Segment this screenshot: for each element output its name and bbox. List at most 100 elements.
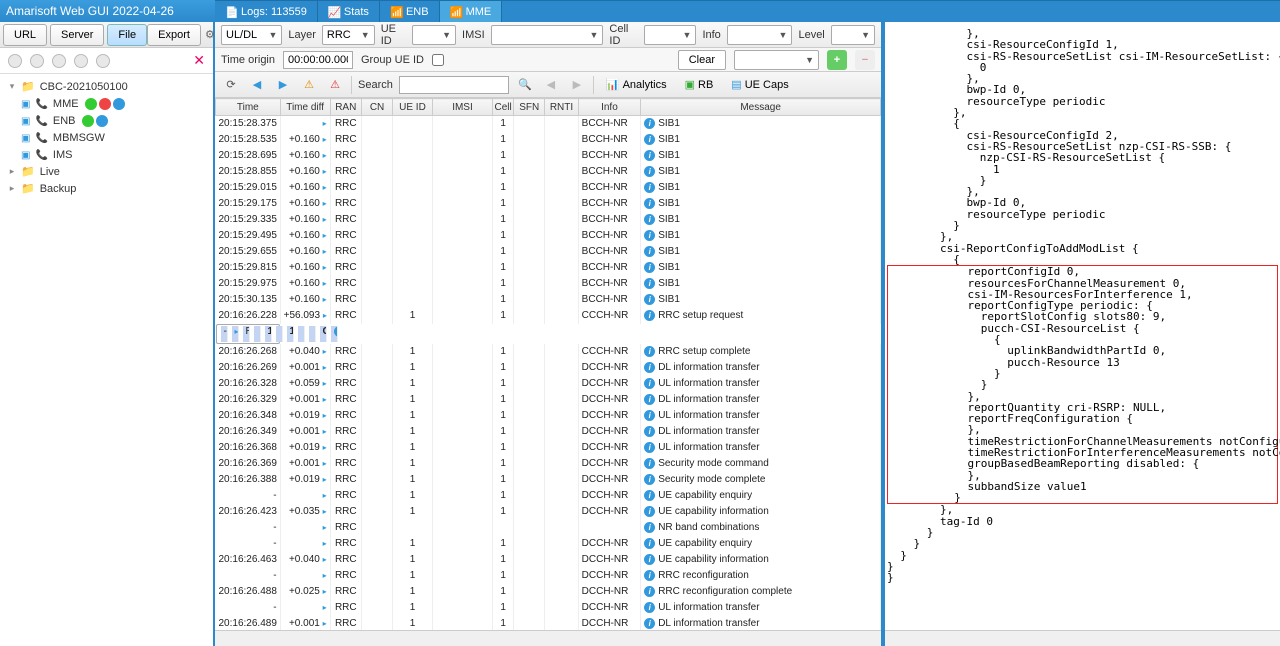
table-row[interactable]: - ▸RRC11DCCH-NRiUE capability enquiry: [216, 488, 881, 504]
table-row[interactable]: 20:16:26.328+0.059 ▸RRC11DCCH-NRiUL info…: [216, 376, 881, 392]
gear-icon[interactable]: ⚙: [205, 28, 215, 41]
server-button[interactable]: Server: [50, 24, 104, 46]
tab-enb[interactable]: 📶ENB: [380, 1, 440, 22]
col-cell[interactable]: Cell: [493, 99, 514, 116]
ueid-select[interactable]: ▼: [412, 25, 456, 45]
add-icon[interactable]: +: [827, 50, 847, 70]
table-row[interactable]: 20:15:28.375 ▸RRC1BCCH-NRiSIB1: [216, 116, 881, 132]
uldl-select[interactable]: UL/DL▼: [221, 25, 282, 45]
tree-item-enb[interactable]: ENB: [0, 112, 213, 129]
imsi-select[interactable]: ▼: [491, 25, 604, 45]
filter-select[interactable]: ▼: [734, 50, 819, 70]
table-row[interactable]: 20:15:29.815+0.160 ▸RRC1BCCH-NRiSIB1: [216, 260, 881, 276]
info-select[interactable]: ▼: [727, 25, 793, 45]
table-row[interactable]: - ▸RRC11DCCH-NRiUL information transfer: [216, 600, 881, 616]
table-row[interactable]: 20:15:29.975+0.160 ▸RRC1BCCH-NRiSIB1: [216, 276, 881, 292]
cell-diff: +0.160 ▸: [280, 276, 330, 292]
table-row[interactable]: - ▸RRC11CCCH-NRiRRC setup: [216, 324, 281, 344]
table-row[interactable]: 20:16:26.368+0.019 ▸RRC11DCCH-NRiUL info…: [216, 440, 881, 456]
search-prev-icon[interactable]: ◀: [541, 75, 561, 95]
arrow-left-icon[interactable]: ◀: [247, 75, 267, 95]
tree-item-cbc-2021050100[interactable]: CBC-2021050100: [0, 78, 213, 95]
layer-select[interactable]: RRC▼: [322, 25, 375, 45]
tab-logs-113559[interactable]: 📄Logs: 113559: [215, 1, 318, 22]
table-row[interactable]: 20:16:26.489+0.001 ▸RRC11DCCH-NRiDL info…: [216, 616, 881, 631]
col-message[interactable]: Message: [641, 99, 881, 116]
table-row[interactable]: 20:16:26.463+0.040 ▸RRC11DCCH-NRiUE capa…: [216, 552, 881, 568]
cell-time: 20:15:29.175: [216, 196, 281, 212]
table-row[interactable]: 20:16:26.329+0.001 ▸RRC11DCCH-NRiDL info…: [216, 392, 881, 408]
file-button[interactable]: File: [107, 24, 147, 46]
table-row[interactable]: 20:15:28.695+0.160 ▸RRC1BCCH-NRiSIB1: [216, 148, 881, 164]
col-info[interactable]: Info: [578, 99, 641, 116]
cell-msg: iUE capability information: [641, 504, 881, 520]
col-time-diff[interactable]: Time diff: [280, 99, 330, 116]
table-row[interactable]: 20:16:26.388+0.019 ▸RRC11DCCH-NRiSecurit…: [216, 472, 881, 488]
table-row[interactable]: 20:16:26.488+0.025 ▸RRC11DCCH-NRiRRC rec…: [216, 584, 881, 600]
analytics-button[interactable]: 📊Analytics: [600, 75, 673, 95]
warn-icon[interactable]: ⚠: [299, 75, 319, 95]
log-table-wrap[interactable]: TimeTime diffRANCNUE IDIMSICellSFNRNTIIn…: [215, 98, 881, 630]
dot-icon-3[interactable]: [52, 54, 66, 68]
dot-icon-1[interactable]: [8, 54, 22, 68]
url-button[interactable]: URL: [3, 24, 47, 46]
table-row[interactable]: 20:16:26.268+0.040 ▸RRC11CCCH-NRiRRC set…: [216, 344, 881, 360]
tab-mme[interactable]: 📶MME: [440, 1, 503, 22]
dot-icon-2[interactable]: [30, 54, 44, 68]
tab-stats[interactable]: 📈Stats: [318, 1, 380, 22]
table-row[interactable]: 20:16:26.228+56.093 ▸RRC11CCCH-NRiRRC se…: [216, 308, 881, 324]
refresh-icon[interactable]: ⟳: [221, 75, 241, 95]
table-row[interactable]: 20:16:26.269+0.001 ▸RRC11DCCH-NRiDL info…: [216, 360, 881, 376]
tree-item-ims[interactable]: IMS: [0, 146, 213, 163]
remove-icon[interactable]: −: [855, 50, 875, 70]
cell-info: DCCH-NR: [578, 456, 641, 472]
tree-item-live[interactable]: Live: [0, 163, 213, 180]
table-row[interactable]: - ▸RRC11DCCH-NRiUE capability enquiry: [216, 536, 881, 552]
col-ue-id[interactable]: UE ID: [393, 99, 433, 116]
search-input[interactable]: [399, 76, 509, 94]
table-row[interactable]: 20:15:29.655+0.160 ▸RRC1BCCH-NRiSIB1: [216, 244, 881, 260]
error-icon[interactable]: ⚠: [325, 75, 345, 95]
col-sfn[interactable]: SFN: [514, 99, 545, 116]
time-origin-input[interactable]: [283, 51, 353, 69]
table-row[interactable]: 20:15:29.015+0.160 ▸RRC1BCCH-NRiSIB1: [216, 180, 881, 196]
uecaps-button[interactable]: ▤UE Caps: [725, 75, 794, 95]
tree-item-mbmsgw[interactable]: MBMSGW: [0, 129, 213, 146]
dot-icon-5[interactable]: [96, 54, 110, 68]
cell-cn: [361, 440, 392, 456]
col-time[interactable]: Time: [216, 99, 281, 116]
table-row[interactable]: 20:16:26.423+0.035 ▸RRC11DCCH-NRiUE capa…: [216, 504, 881, 520]
col-cn[interactable]: CN: [361, 99, 392, 116]
col-imsi[interactable]: IMSI: [432, 99, 492, 116]
table-row[interactable]: 20:15:30.135+0.160 ▸RRC1BCCH-NRiSIB1: [216, 292, 881, 308]
table-row[interactable]: 20:15:29.495+0.160 ▸RRC1BCCH-NRiSIB1: [216, 228, 881, 244]
col-rnti[interactable]: RNTI: [545, 99, 578, 116]
table-row[interactable]: 20:16:26.349+0.001 ▸RRC11DCCH-NRiDL info…: [216, 424, 881, 440]
table-row[interactable]: 20:16:26.348+0.019 ▸RRC11DCCH-NRiUL info…: [216, 408, 881, 424]
arrow-right-icon[interactable]: ▶: [273, 75, 293, 95]
table-row[interactable]: 20:15:28.535+0.160 ▸RRC1BCCH-NRiSIB1: [216, 132, 881, 148]
table-row[interactable]: 20:15:28.855+0.160 ▸RRC1BCCH-NRiSIB1: [216, 164, 881, 180]
tree-item-mme[interactable]: MME: [0, 95, 213, 112]
table-row[interactable]: - ▸RRCiNR band combinations: [216, 520, 881, 536]
search-next-icon[interactable]: ▶: [567, 75, 587, 95]
level-select[interactable]: ▼: [831, 25, 875, 45]
tree-item-backup[interactable]: Backup: [0, 180, 213, 197]
group-ueid-checkbox[interactable]: [432, 54, 444, 66]
table-row[interactable]: 20:15:29.175+0.160 ▸RRC1BCCH-NRiSIB1: [216, 196, 881, 212]
table-row[interactable]: 20:16:26.369+0.001 ▸RRC11DCCH-NRiSecurit…: [216, 456, 881, 472]
search-icon[interactable]: 🔍: [515, 75, 535, 95]
code-h-scrollbar[interactable]: [885, 630, 1280, 646]
rb-button[interactable]: ▣RB: [679, 75, 720, 95]
table-row[interactable]: - ▸RRC11DCCH-NRiRRC reconfiguration: [216, 568, 881, 584]
cellid-select[interactable]: ▼: [644, 25, 697, 45]
col-ran[interactable]: RAN: [330, 99, 361, 116]
clear-button[interactable]: Clear: [678, 50, 726, 70]
dot-icon-4[interactable]: [74, 54, 88, 68]
table-row[interactable]: 20:15:29.335+0.160 ▸RRC1BCCH-NRiSIB1: [216, 212, 881, 228]
code-view[interactable]: }, csi-ResourceConfigId 1, csi-RS-Resour…: [885, 22, 1280, 630]
cell-rnti: [545, 584, 578, 600]
export-button[interactable]: Export: [147, 24, 201, 46]
h-scrollbar[interactable]: [215, 630, 881, 646]
close-icon[interactable]: ✕: [193, 52, 205, 69]
